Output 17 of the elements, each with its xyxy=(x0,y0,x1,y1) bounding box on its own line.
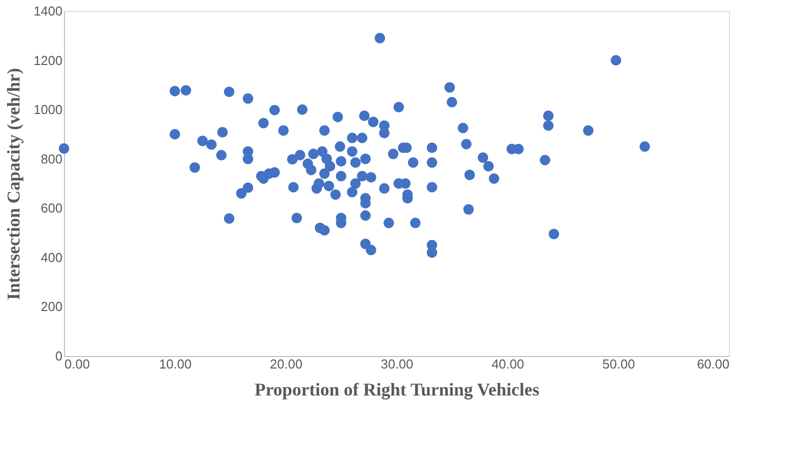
y-tick-label: 200 xyxy=(40,299,62,314)
y-tick-label: 1400 xyxy=(34,4,62,18)
y-tick-label: 0 xyxy=(55,348,62,364)
y-tick-label: 1200 xyxy=(34,52,62,68)
y-tick-label: 1000 xyxy=(34,102,62,118)
x-axis-title: Proportion of Right Turning Vehicles xyxy=(254,380,540,400)
y-tick-label: 400 xyxy=(40,250,62,265)
x-tick-label: 60.00 xyxy=(696,356,730,372)
x-tick-label: 0.00 xyxy=(64,356,90,372)
x-tick-label: 20.00 xyxy=(270,356,302,372)
y-tick-label: 800 xyxy=(40,151,62,166)
x-tick-label: 10.00 xyxy=(159,356,192,372)
x-tick-label: 40.00 xyxy=(492,356,524,372)
y-axis-title: Intersection Capacity (veh/hr) xyxy=(4,68,24,300)
x-tick-label: 30.00 xyxy=(380,356,414,372)
x-tick-label: 50.00 xyxy=(602,356,635,372)
y-tick-label: 600 xyxy=(40,200,62,216)
